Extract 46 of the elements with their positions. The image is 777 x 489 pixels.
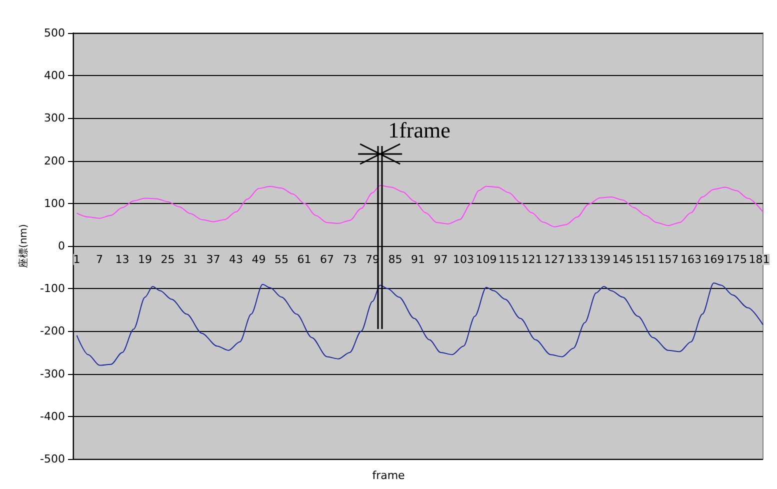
x-tick-label: 103: [452, 253, 474, 266]
y-tick-label: -200: [40, 324, 65, 338]
y-tick-label: -100: [40, 282, 65, 296]
x-tick-label: 181: [748, 253, 770, 266]
x-axis-title: frame: [372, 469, 406, 482]
x-tick-label: 85: [388, 253, 402, 266]
y-tick-label: 300: [44, 112, 65, 125]
x-tick-label: 31: [184, 253, 198, 266]
y-tick-label: -500: [40, 452, 65, 466]
x-tick-label: 55: [274, 253, 289, 266]
x-tick-label: 145: [612, 253, 634, 266]
x-tick-label: 73: [342, 253, 357, 266]
x-tick-label: 91: [411, 253, 425, 266]
x-tick-label: 121: [521, 253, 542, 266]
y-tick-label: 0: [58, 240, 65, 252]
x-tick-label: 127: [544, 253, 565, 266]
x-tick-label: 7: [96, 253, 104, 266]
x-tick-label: 109: [476, 253, 497, 266]
line-series: [76, 185, 764, 228]
x-tick-label: 163: [680, 253, 702, 266]
x-tick-label: 49: [252, 253, 266, 266]
x-tick-label: 25: [160, 253, 175, 266]
x-tick-label: 19: [138, 253, 152, 266]
y-axis-title: 座標(nm): [18, 224, 30, 268]
x-tick-label: 139: [589, 253, 610, 266]
y-tick-label: -300: [40, 367, 65, 380]
x-tick-label: 169: [703, 253, 724, 266]
x-tick-label: 115: [498, 253, 520, 266]
x-tick-label: 13: [115, 253, 130, 266]
x-tick-label: 43: [229, 253, 244, 266]
x-tick-label: 1: [73, 253, 80, 266]
x-tick-label: 67: [320, 253, 334, 266]
y-tick-label: 500: [44, 26, 65, 40]
x-tick-label: 151: [634, 253, 656, 266]
ref-line-label: 1frame: [388, 118, 450, 142]
y-tick-label: 100: [44, 196, 65, 210]
x-tick-label: 37: [206, 253, 220, 266]
y-tick-label: 200: [44, 154, 65, 168]
y-tick-label: 400: [44, 69, 65, 82]
x-tick-label: 61: [297, 253, 312, 266]
x-tick-label: 175: [726, 253, 747, 266]
line-series: [76, 282, 764, 366]
x-tick-label: 133: [566, 253, 588, 266]
x-tick-label: 97: [434, 253, 448, 266]
x-tick-label: 157: [658, 253, 679, 266]
y-tick-label: -400: [40, 410, 65, 423]
